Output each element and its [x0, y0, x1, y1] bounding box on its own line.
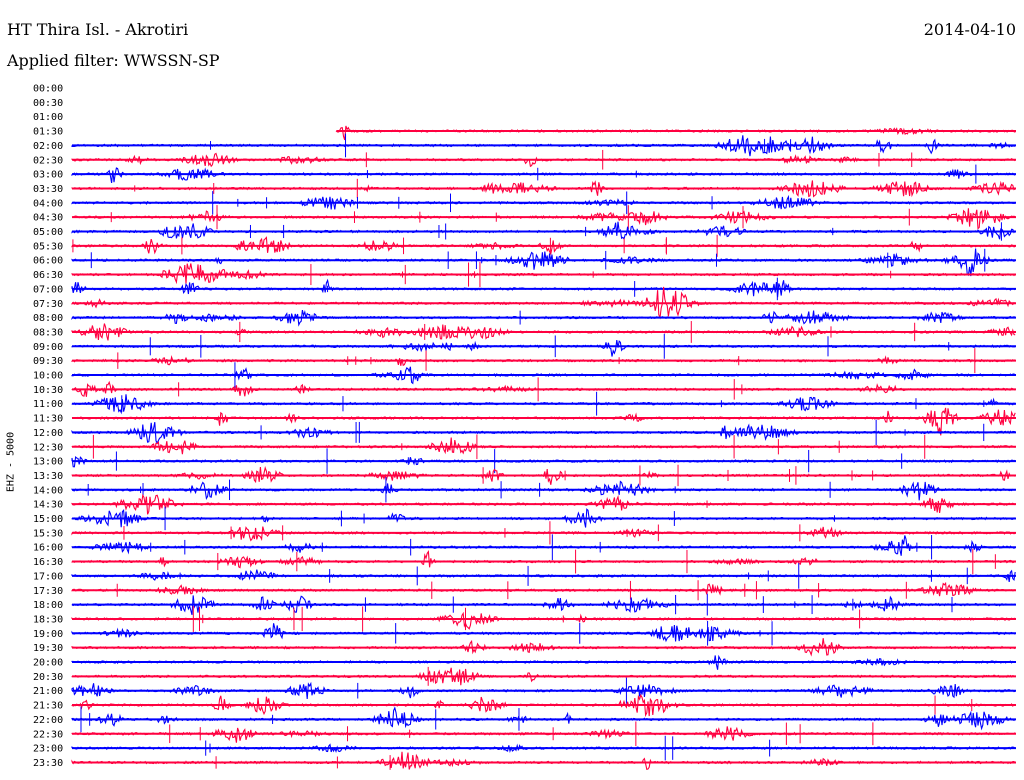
filter-label: Applied filter: WWSSN-SP: [7, 51, 220, 70]
trace-row: [71, 480, 1016, 501]
time-label: 15:30: [33, 528, 63, 539]
time-label: 06:00: [33, 256, 63, 267]
time-label: 11:00: [33, 399, 63, 410]
time-label: 00:00: [33, 84, 63, 95]
time-label: 07:30: [33, 299, 63, 310]
trace-row: [71, 638, 1016, 657]
time-label: 03:00: [33, 170, 63, 181]
time-label: 16:00: [33, 543, 63, 554]
time-label: 12:30: [33, 442, 63, 453]
time-label: 22:00: [33, 715, 63, 726]
time-label: 09:30: [33, 356, 63, 367]
time-label: 05:00: [33, 227, 63, 238]
time-label: 21:30: [33, 701, 63, 712]
time-label: 13:30: [33, 471, 63, 482]
time-label: 17:30: [33, 586, 63, 597]
time-label: 19:30: [33, 643, 63, 654]
time-label: 00:30: [33, 98, 63, 109]
trace-row: [335, 125, 1016, 141]
time-label: 21:00: [33, 686, 63, 697]
time-label: 19:00: [33, 629, 63, 640]
time-label: 01:00: [33, 112, 63, 123]
time-label: 23:00: [33, 744, 63, 755]
time-label: 02:00: [33, 141, 63, 152]
time-label: 13:00: [33, 457, 63, 468]
time-label: 08:30: [33, 327, 63, 338]
time-axis-labels: 00:00 00:30 01:00 01:30 02:00 02:30 03:00 03:30…: [33, 84, 63, 769]
time-label: 04:30: [33, 213, 63, 224]
time-label: 05:30: [33, 241, 63, 252]
time-label: 16:30: [33, 557, 63, 568]
time-label: 23:30: [33, 758, 63, 769]
trace-row: [71, 340, 1016, 357]
date-label: 2014-04-10: [923, 20, 1016, 39]
time-label: 14:00: [33, 485, 63, 496]
time-label: 15:00: [33, 514, 63, 525]
time-label: 20:30: [33, 672, 63, 683]
trace-row: [71, 221, 1016, 241]
time-label: 18:30: [33, 614, 63, 625]
trace-row: [71, 208, 1016, 230]
time-label: 03:30: [33, 184, 63, 195]
trace-row: [71, 751, 1016, 770]
trace-row: [71, 706, 1016, 731]
trace-row: [71, 549, 1016, 569]
time-label: 09:00: [33, 342, 63, 353]
station-title: HT Thira Isl. - Akrotiri: [7, 20, 189, 39]
time-label: 17:00: [33, 571, 63, 582]
time-label: 06:30: [33, 270, 63, 281]
trace-row: [71, 611, 1016, 630]
time-label: 01:30: [33, 127, 63, 138]
time-label: 12:00: [33, 428, 63, 439]
trace-row: [71, 248, 1016, 277]
time-label: 22:30: [33, 729, 63, 740]
time-label: 11:30: [33, 414, 63, 425]
time-label: 14:30: [33, 500, 63, 511]
time-label: 10:00: [33, 371, 63, 382]
seismogram-traces: [71, 125, 1016, 770]
trace-row: [71, 167, 1016, 183]
time-label: 18:00: [33, 600, 63, 611]
time-label: 10:30: [33, 385, 63, 396]
time-label: 20:00: [33, 658, 63, 669]
time-label: 02:30: [33, 155, 63, 166]
time-label: 04:00: [33, 198, 63, 209]
time-label: 08:00: [33, 313, 63, 324]
trace-row: [71, 535, 1016, 556]
time-label: 07:00: [33, 284, 63, 295]
